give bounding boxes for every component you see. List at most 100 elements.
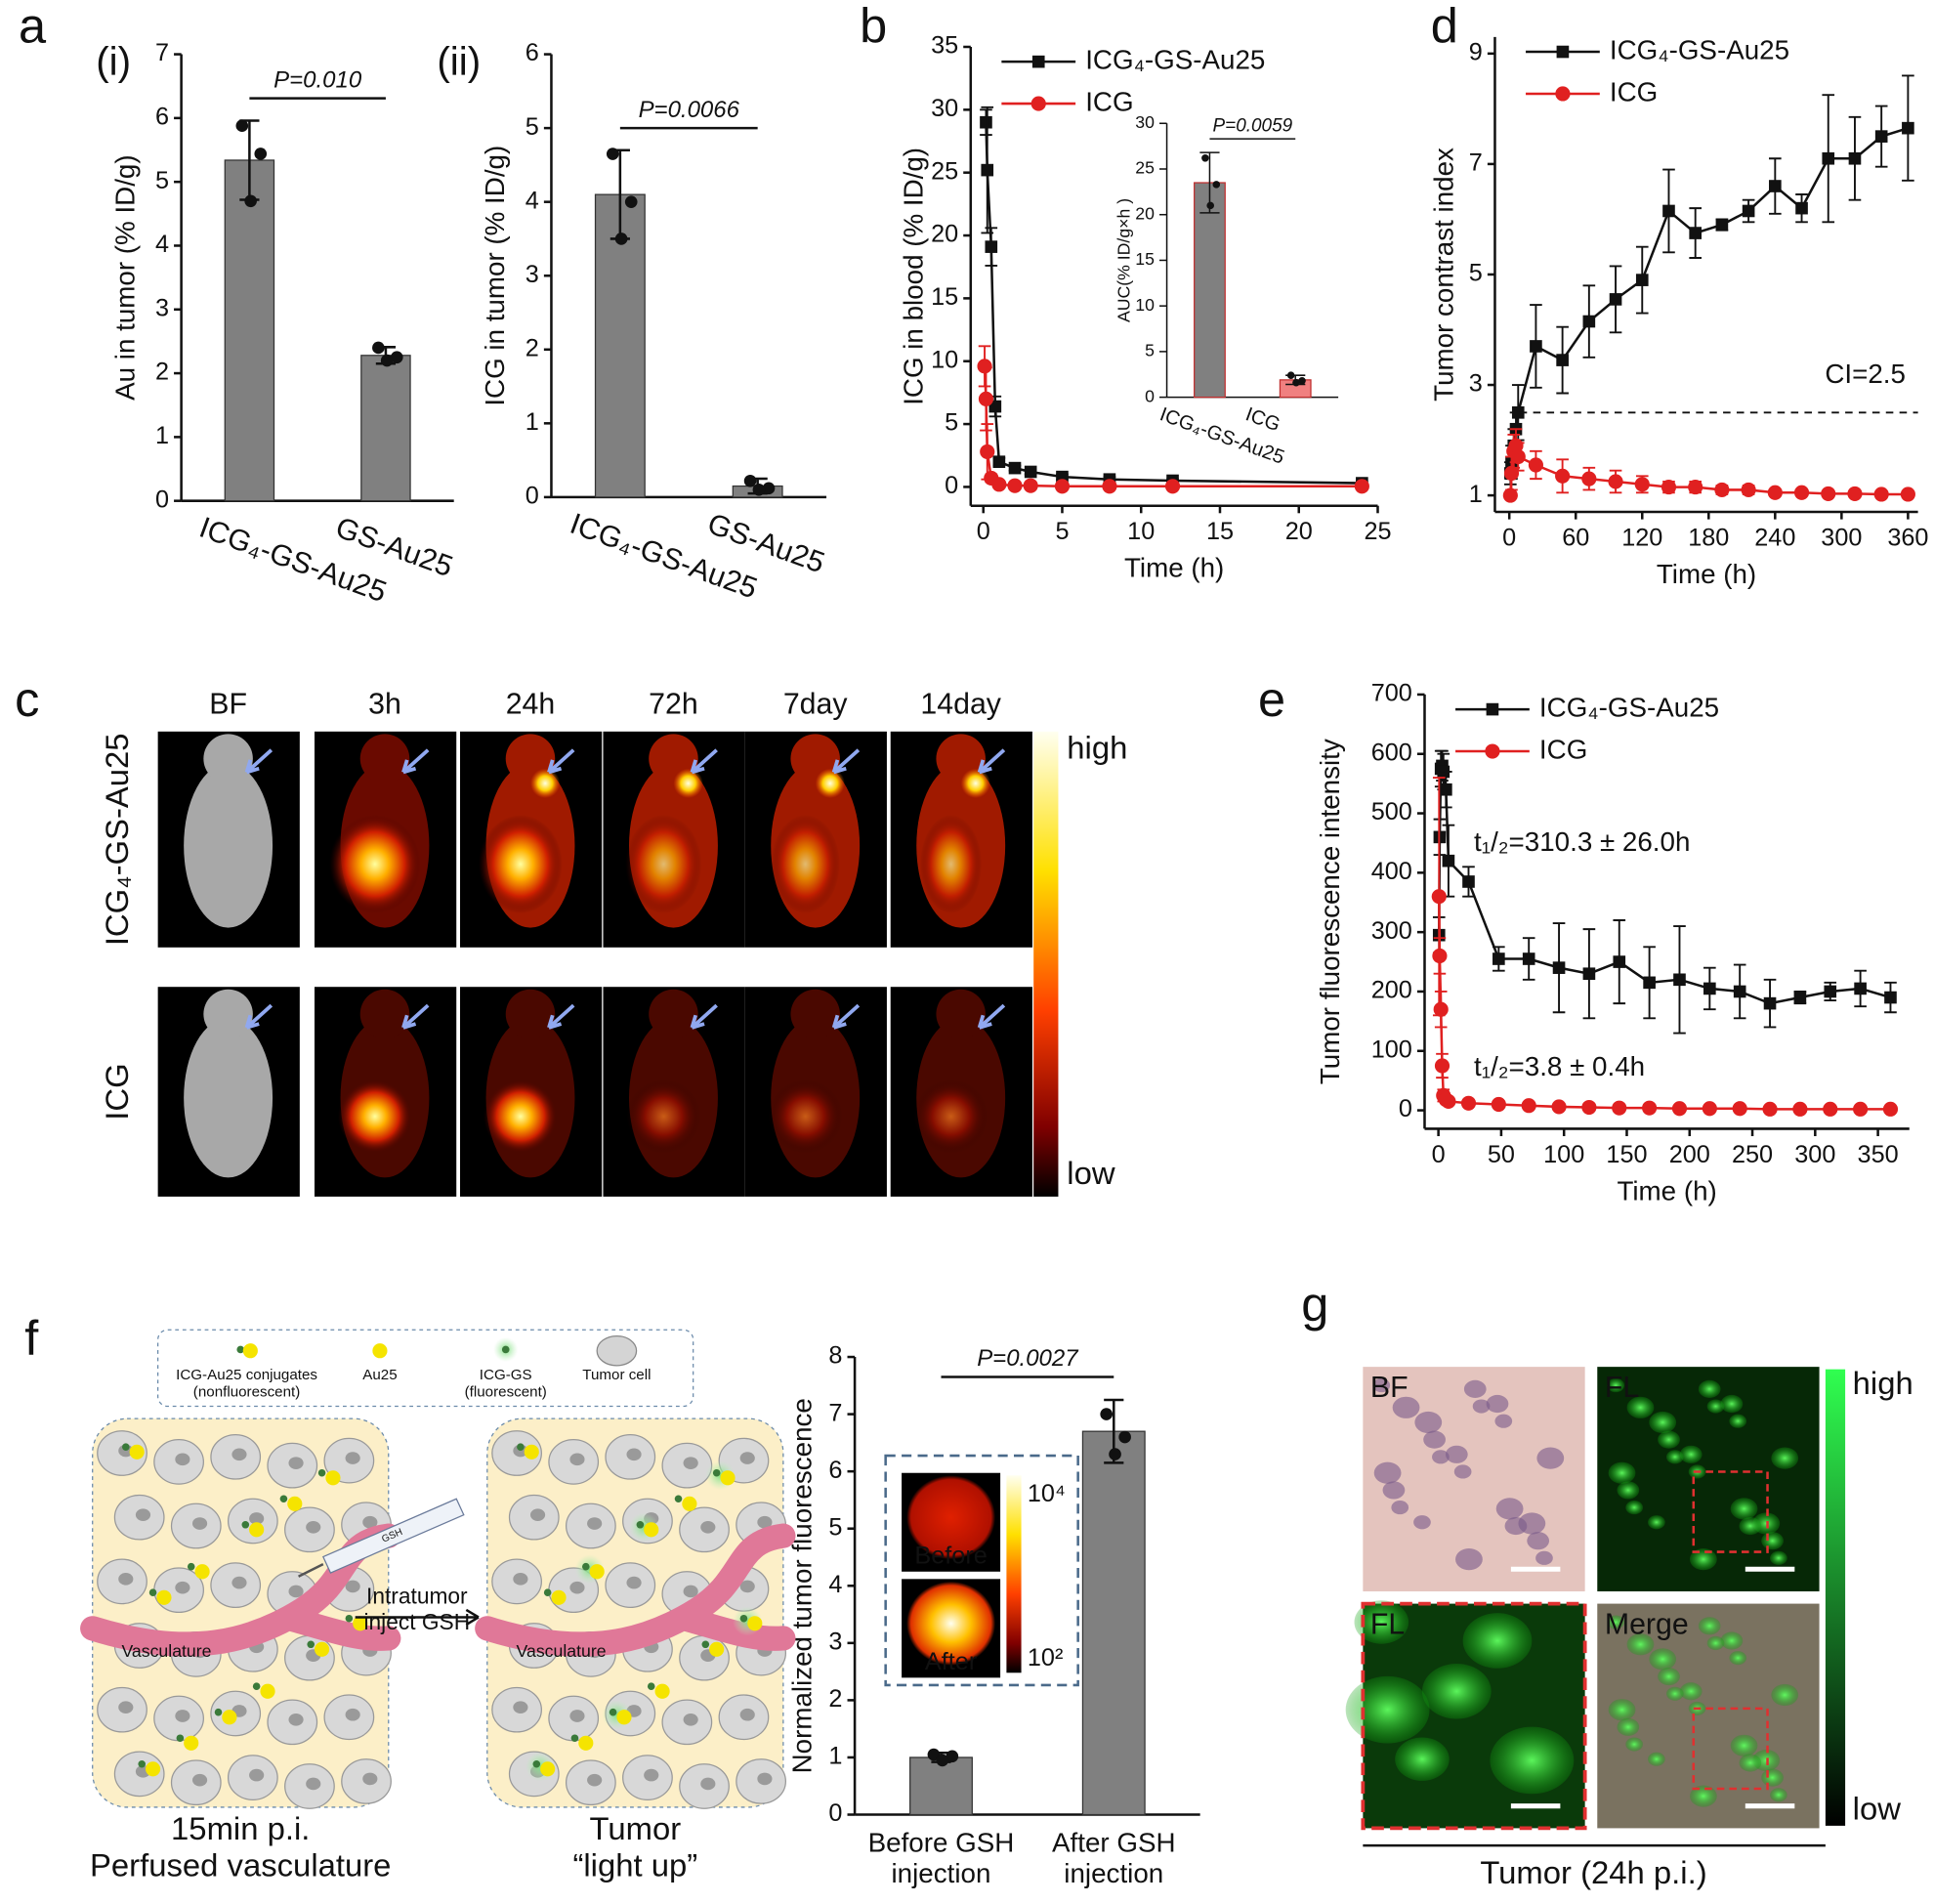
data-point (390, 351, 403, 364)
nucleus (513, 1573, 528, 1586)
y-tick-label: 300 (1371, 917, 1412, 945)
y-tick-label: 6 (526, 39, 539, 66)
data-point (244, 194, 257, 208)
marker (1551, 1099, 1567, 1115)
icg (187, 1562, 195, 1571)
colorbar-low: low (1853, 1790, 1902, 1826)
nucleus (700, 1777, 716, 1791)
p-value: P=0.010 (273, 66, 362, 93)
cell (1720, 1631, 1744, 1650)
marker (1873, 487, 1889, 502)
series-line (1509, 126, 1909, 474)
column-label: 7day (783, 688, 849, 720)
marker (1853, 1101, 1869, 1117)
nucleus (587, 1773, 603, 1787)
y-tick-label: 4 (526, 187, 539, 214)
micrograph-label: FL (1370, 1608, 1405, 1640)
signal (626, 1079, 701, 1154)
arrow (547, 1003, 575, 1030)
chart-title: (ii) (437, 38, 481, 83)
data-point (743, 474, 757, 487)
cell (1607, 1378, 1625, 1393)
column-label: 24h (506, 688, 556, 720)
nucleus (362, 1515, 378, 1529)
cell (1462, 1613, 1533, 1669)
nucleus (683, 1713, 698, 1726)
legend-marker (1485, 743, 1500, 759)
y-tick-label: 0 (155, 486, 169, 513)
cell (1698, 1617, 1721, 1635)
icon (501, 1345, 510, 1354)
bar (1194, 182, 1226, 399)
au25 (194, 1564, 210, 1580)
legend-label: ICG (1539, 734, 1587, 764)
signal (329, 815, 421, 914)
cell (1720, 1394, 1744, 1414)
marker (1581, 471, 1597, 487)
marker (1795, 201, 1808, 215)
cell (1730, 1734, 1758, 1756)
y-tick-label: 1 (828, 1743, 842, 1770)
marker (1732, 1101, 1747, 1117)
data-point (1118, 1430, 1131, 1444)
cell (1608, 1699, 1636, 1721)
x-tick-label: 0 (1502, 524, 1516, 551)
y-tick-label: 25 (1135, 158, 1155, 178)
y-tick-label: 5 (828, 1513, 842, 1541)
data-point (1298, 377, 1306, 385)
data-point (762, 482, 776, 495)
micrograph-label: BF (1370, 1372, 1408, 1404)
arrow (244, 748, 273, 775)
y-tick-label: 2 (828, 1685, 842, 1713)
y-tick-label: 20 (931, 221, 958, 248)
marker (1671, 1101, 1688, 1117)
legend-label: ICG (1085, 86, 1133, 116)
nucleus (757, 1772, 773, 1786)
au25 (589, 1564, 605, 1580)
marker (1434, 1058, 1450, 1074)
icg (214, 1708, 223, 1716)
marker (1767, 485, 1783, 500)
y-tick-label: 30 (931, 95, 958, 122)
y-tick-label: 0 (828, 1799, 842, 1827)
signal (768, 1079, 843, 1154)
y-axis-label: ICG in tumor (% ID/g) (480, 146, 510, 406)
inset-scale-low: 10² (1028, 1644, 1063, 1671)
marker (1054, 479, 1071, 494)
vessel (475, 1523, 796, 1657)
y-tick-label: 0 (1145, 386, 1155, 405)
y-tick-label: 15 (1135, 249, 1155, 269)
x-tick-label: 150 (1606, 1141, 1647, 1168)
column-label: BF (209, 688, 247, 720)
caption: Tumor (24h p.i.) (1480, 1854, 1706, 1890)
data-point (624, 195, 638, 208)
marker (1702, 1101, 1717, 1117)
mouse-body (184, 763, 273, 928)
marker (1635, 274, 1649, 286)
marker (1502, 487, 1518, 503)
marker (992, 455, 1006, 469)
au25 (156, 1589, 172, 1605)
cell (1607, 1615, 1625, 1629)
y-tick-label: 25 (931, 157, 958, 185)
y-axis-label: Tumor fluorescence intensity (1315, 739, 1345, 1084)
cell (1658, 1667, 1680, 1686)
x-tick-label: 25 (1364, 518, 1391, 545)
data-point (1292, 378, 1300, 387)
y-tick-label: 3 (155, 294, 169, 321)
y-tick-label: 1 (1469, 481, 1483, 508)
marker (1900, 487, 1915, 502)
panel-letter: c (15, 671, 39, 727)
signal (913, 1079, 988, 1154)
x-tick-label: 360 (1887, 524, 1928, 551)
y-tick-label: 30 (1135, 112, 1155, 132)
cell (1453, 1464, 1472, 1479)
au25 (616, 1710, 632, 1725)
marker (981, 163, 994, 177)
cell (1421, 1663, 1492, 1719)
y-tick-label: 4 (155, 231, 169, 258)
marker (1164, 479, 1181, 494)
